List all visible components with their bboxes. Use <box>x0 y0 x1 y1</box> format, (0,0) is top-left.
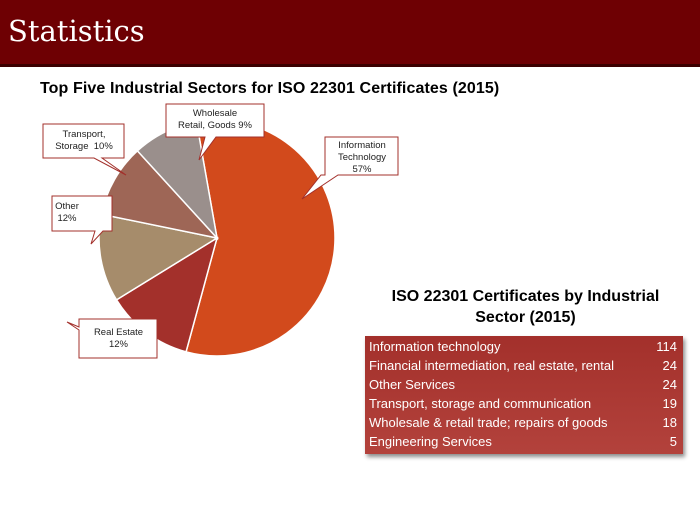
callout-transport-line2: Storage 10% <box>55 141 113 152</box>
callout-info-label: Information Technology 57% <box>326 140 398 176</box>
row-value: 24 <box>662 358 677 373</box>
callout-wholesale-label: Wholesale Retail, Goods 9% <box>167 108 263 132</box>
row-value: 114 <box>656 339 677 354</box>
row-value: 18 <box>662 415 677 430</box>
callout-transport <box>42 123 127 176</box>
row-label: Other Services <box>369 377 455 392</box>
row-label: Information technology <box>369 339 501 354</box>
callout-realestate-label: Real Estate 12% <box>80 327 157 351</box>
callout-info-line1: Information <box>338 140 386 151</box>
callout-wholesale <box>165 103 265 161</box>
table-row: Engineering Services 5 <box>369 432 681 451</box>
callout-other-label: Other 12% <box>53 201 81 225</box>
callout-info <box>301 136 399 200</box>
callout-transport-label: Transport, Storage 10% <box>44 129 124 153</box>
table-row: Information technology 114 <box>369 337 681 356</box>
callout-wholesale-line2: Retail, Goods 9% <box>178 120 252 131</box>
row-value: 5 <box>669 434 677 449</box>
row-label: Financial intermediation, real estate, r… <box>369 358 614 373</box>
table-row: Transport, storage and communication 19 <box>369 394 681 413</box>
table-title-line1: ISO 22301 Certificates by Industrial <box>391 288 660 305</box>
callout-realestate <box>66 318 158 359</box>
callout-wholesale-line1: Wholesale <box>192 108 238 119</box>
header-bar: Statistics <box>0 0 700 64</box>
callout-info-line2: Technology <box>337 152 387 163</box>
callout-info-line3: 57% <box>352 164 372 175</box>
table-row: Wholesale & retail trade; repairs of goo… <box>369 413 681 432</box>
page-title: Statistics <box>8 14 145 48</box>
callout-realestate-line2: 12% <box>108 339 128 350</box>
table-row: Other Services 24 <box>369 375 681 394</box>
row-value: 19 <box>662 396 677 411</box>
table-title: ISO 22301 Certificates by Industrial Sec… <box>368 286 683 328</box>
row-label: Engineering Services <box>369 434 492 449</box>
row-value: 24 <box>662 377 677 392</box>
row-label: Transport, storage and communication <box>369 396 592 411</box>
callout-other <box>51 195 113 245</box>
callout-other-line2: 12% <box>57 213 77 224</box>
callout-transport-line1: Transport, <box>62 129 106 140</box>
callout-realestate-line1: Real Estate <box>93 327 144 338</box>
header-divider <box>0 64 700 67</box>
table-title-line2: Sector (2015) <box>475 309 576 326</box>
table-row: Financial intermediation, real estate, r… <box>369 356 681 375</box>
callout-other-line1: Other <box>55 201 79 212</box>
certificates-table: Information technology 114 Financial int… <box>365 336 683 454</box>
row-label: Wholesale & retail trade; repairs of goo… <box>369 415 608 430</box>
chart-title: Top Five Industrial Sectors for ISO 2230… <box>40 80 500 97</box>
